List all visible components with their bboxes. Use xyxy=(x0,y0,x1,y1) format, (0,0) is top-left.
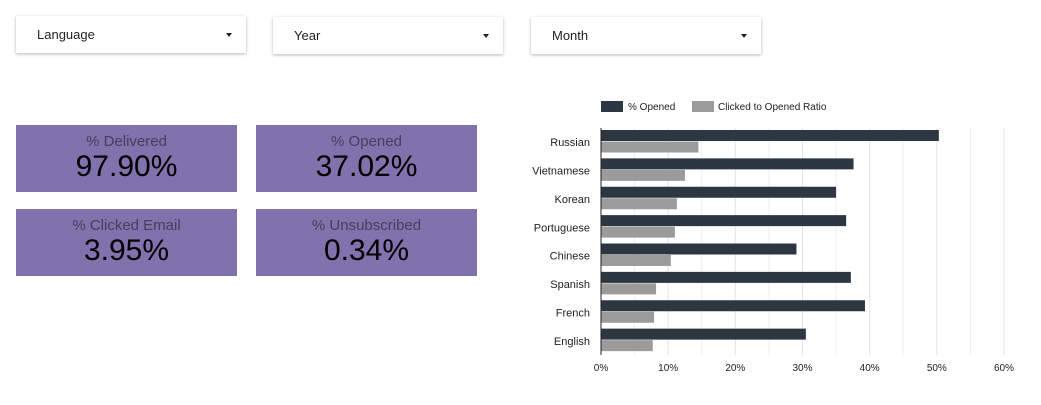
legend-label-clicked-ratio: Clicked to Opened Ratio xyxy=(718,102,827,113)
category-label: Vietnamese xyxy=(532,166,590,178)
bar-opened xyxy=(601,328,806,340)
x-tick-label: 40% xyxy=(860,363,880,374)
bar-opened xyxy=(601,158,854,170)
legend-swatch-clicked-ratio xyxy=(692,101,714,112)
bar-clicked-ratio xyxy=(601,226,675,238)
kpi-label: % Opened xyxy=(331,133,402,150)
bar-opened xyxy=(601,243,797,255)
bar-clicked-ratio xyxy=(601,141,699,153)
category-label: English xyxy=(554,336,590,348)
kpi-value: 37.02% xyxy=(315,150,418,183)
caret-down-icon xyxy=(741,33,747,38)
kpi-opened: % Opened 37.02% xyxy=(256,125,477,192)
kpi-delivered: % Delivered 97.90% xyxy=(16,125,237,192)
kpi-clicked-email: % Clicked Email 3.95% xyxy=(16,209,237,276)
kpi-label: % Unsubscribed xyxy=(311,217,422,234)
kpi-value: 0.34% xyxy=(323,234,410,267)
bar-opened xyxy=(601,300,865,312)
x-tick-label: 20% xyxy=(725,363,745,374)
bar-clicked-ratio xyxy=(601,283,657,295)
month-filter-label: Month xyxy=(552,28,589,43)
category-label: French xyxy=(556,307,590,319)
bar-clicked-ratio xyxy=(601,255,671,266)
category-label: Chinese xyxy=(550,251,590,263)
bar-opened xyxy=(601,130,939,141)
legend-label-opened: % Opened xyxy=(628,102,675,113)
kpi-label: % Delivered xyxy=(86,133,167,150)
x-tick-label: 50% xyxy=(927,363,947,374)
bar-clicked-ratio xyxy=(601,340,653,352)
x-tick-label: 0% xyxy=(594,363,609,374)
bar-clicked-ratio xyxy=(601,198,677,210)
kpi-unsubscribed: % Unsubscribed 0.34% xyxy=(256,209,477,276)
kpi-label: % Clicked Email xyxy=(72,217,181,234)
language-filter-label: Language xyxy=(37,27,95,42)
category-label: Portuguese xyxy=(534,222,590,234)
year-filter-dropdown[interactable]: Year xyxy=(273,17,503,54)
kpi-value: 97.90% xyxy=(75,150,178,183)
category-label: Korean xyxy=(555,194,590,206)
month-filter-dropdown[interactable]: Month xyxy=(531,17,761,54)
bar-opened xyxy=(601,215,847,227)
kpi-value: 3.95% xyxy=(83,234,170,267)
year-filter-label: Year xyxy=(294,28,321,43)
caret-down-icon xyxy=(226,32,232,37)
caret-down-icon xyxy=(483,33,489,38)
bar-clicked-ratio xyxy=(601,311,655,323)
category-label: Spanish xyxy=(550,279,590,291)
x-tick-label: 10% xyxy=(658,363,678,374)
x-tick-label: 60% xyxy=(994,363,1014,374)
x-tick-label: 30% xyxy=(792,363,812,374)
bar-clicked-ratio xyxy=(601,169,685,181)
bar-opened xyxy=(601,186,837,198)
category-label: Russian xyxy=(550,137,590,149)
legend-swatch-opened xyxy=(601,101,623,112)
bar-opened xyxy=(601,271,851,283)
language-filter-dropdown[interactable]: Language xyxy=(16,16,246,53)
